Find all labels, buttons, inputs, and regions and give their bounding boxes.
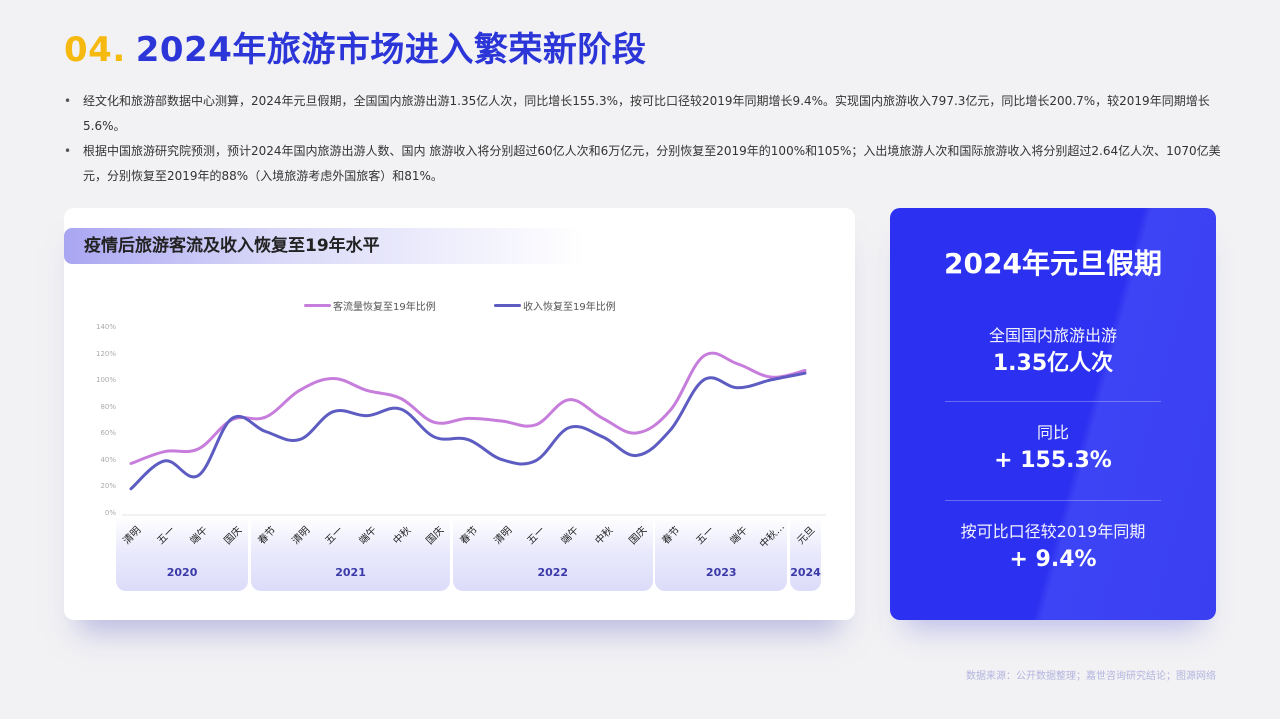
- y-tick-label: 100%: [95, 376, 116, 385]
- y-tick-label: 0%: [104, 509, 116, 517]
- y-tick-label: 80%: [100, 402, 116, 411]
- page-title: 04. 2024年旅游市场进入繁荣新阶段: [64, 22, 646, 71]
- bullet-item: 经文化和旅游部数据中心测算，2024年元旦假期，全国国内旅游出游1.35亿人次，…: [64, 89, 1224, 139]
- divider: [945, 500, 1161, 501]
- year-group-2021: 2021: [250, 517, 451, 591]
- year-group-2024: 2024: [790, 517, 821, 591]
- legend-label: 客流量恢复至19年比例: [333, 302, 436, 313]
- year-label: 2020: [166, 566, 198, 579]
- year-group-2020: 2020: [116, 517, 249, 591]
- stat-value: 1.35亿人次: [992, 351, 1114, 376]
- y-tick-label: 60%: [100, 429, 116, 438]
- stat-label: 全国国内旅游出游: [988, 326, 1117, 345]
- stat-value: + 9.4%: [1009, 547, 1097, 572]
- stat-yoy: 同比 + 155.3%: [890, 422, 1216, 476]
- stat-card: 2024年元旦假期 全国国内旅游出游 1.35亿人次 同比 + 155.3% 按…: [890, 208, 1216, 620]
- stat-label: 同比: [1036, 423, 1069, 442]
- stat-label: 按可比口径较2019年同期: [960, 522, 1146, 541]
- line-plot: [122, 351, 826, 516]
- chart-title: 疫情后旅游客流及收入恢复至19年水平: [84, 236, 380, 256]
- bullet-item: 根据中国旅游研究院预测，预计2024年国内旅游出游人数、国内 旅游收入将分别超过…: [64, 139, 1224, 189]
- year-group-2022: 2022: [453, 517, 653, 591]
- year-label: 2021: [335, 566, 366, 579]
- series-line-visitors: [129, 351, 807, 466]
- chart-card: 疫情后旅游客流及收入恢复至19年水平 客流量恢复至19年比例 收入恢复至19年比…: [64, 208, 855, 620]
- summary-bullets: 经文化和旅游部数据中心测算，2024年元旦假期，全国国内旅游出游1.35亿人次，…: [64, 89, 1224, 189]
- legend-swatch-icon: [304, 304, 331, 307]
- y-tick-label: 40%: [100, 455, 116, 464]
- legend-item-revenue[interactable]: 收入恢复至19年比例: [494, 298, 616, 313]
- legend-swatch-icon: [494, 304, 521, 307]
- chart-title-bar: 疫情后旅游客流及收入恢复至19年水平: [64, 228, 584, 264]
- year-label: 2023: [705, 566, 737, 579]
- stat-heading: 2024年元旦假期: [944, 247, 1162, 280]
- year-label: 2024: [790, 566, 821, 579]
- y-tick-label: 140%: [95, 323, 116, 331]
- legend-item-visitors[interactable]: 客流量恢复至19年比例: [304, 298, 436, 313]
- divider: [945, 401, 1161, 402]
- year-group-2023: 2023: [655, 517, 788, 591]
- stat-value: + 155.3%: [994, 448, 1112, 473]
- year-label: 2022: [537, 566, 569, 579]
- data-source-note: 数据来源：公开数据整理；嘉世咨询研究结论；图源网络: [966, 671, 1216, 682]
- legend-label: 收入恢复至19年比例: [523, 302, 616, 313]
- stat-domestic-trips: 全国国内旅游出游 1.35亿人次: [890, 325, 1216, 379]
- stat-vs-2019: 按可比口径较2019年同期 + 9.4%: [890, 521, 1216, 575]
- title-text: 2024年旅游市场进入繁荣新阶段: [135, 30, 647, 70]
- series-line-revenue: [129, 371, 807, 491]
- y-tick-label: 20%: [100, 482, 116, 491]
- section-number: 04.: [64, 30, 126, 70]
- y-tick-label: 120%: [95, 349, 116, 358]
